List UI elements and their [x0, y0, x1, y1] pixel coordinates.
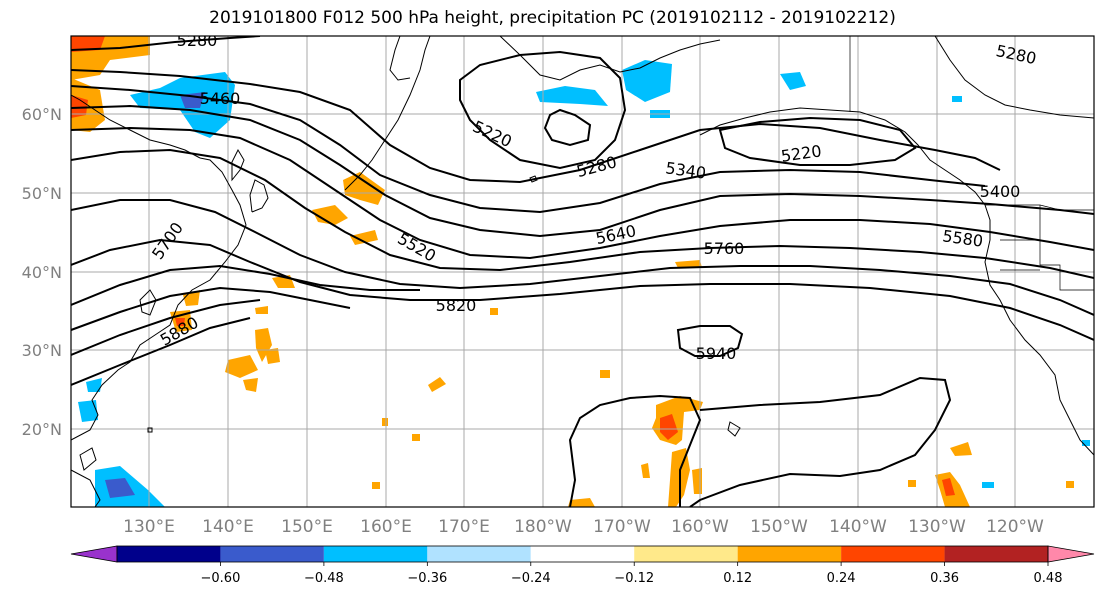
- lon-label: 130°W: [908, 517, 966, 537]
- colorbar-segment: [841, 546, 944, 562]
- lon-label: 130°E: [123, 517, 175, 537]
- lat-label: 30°N: [22, 341, 62, 360]
- latitude-labels: 60°N 50°N 40°N 30°N 20°N: [22, 105, 62, 439]
- colorbar-tick-label: −0.48: [304, 571, 344, 586]
- colorbar-tick-label: −0.12: [614, 571, 654, 586]
- map-figure: 5280 5460 5220 5280 5340 5220 5280 5400 …: [0, 0, 1105, 601]
- colorbar-segment: [324, 546, 427, 562]
- lon-label: 160°W: [671, 517, 729, 537]
- lat-label: 40°N: [22, 263, 62, 282]
- colorbar-tick-label: 0.24: [827, 571, 856, 586]
- lon-label: 120°W: [986, 517, 1044, 537]
- lon-label: 180°W: [514, 517, 572, 537]
- lon-label: 160°E: [360, 517, 412, 537]
- colorbar-tick-label: −0.60: [201, 571, 241, 586]
- colorbar-extend-high: [1048, 546, 1094, 562]
- colorbar: −0.60 −0.48 −0.36 −0.24 −0.12 0.12 0.24 0.36 0.4…: [71, 546, 1105, 586]
- colorbar-segment: [531, 546, 634, 562]
- colorbar-segment: [117, 546, 220, 562]
- colorbar-segment: [634, 546, 737, 562]
- contour-label: 5400: [980, 182, 1021, 201]
- colorbar-tick-label: 0.12: [723, 571, 752, 586]
- colorbar-segment: [220, 546, 323, 562]
- contour-label: 5280: [177, 31, 218, 50]
- colorbar-segment: [945, 546, 1048, 562]
- contour-label: 5820: [436, 296, 477, 315]
- lat-label: 20°N: [22, 420, 62, 439]
- lon-label: 170°E: [438, 517, 490, 537]
- contour-label: 5940: [696, 344, 737, 363]
- colorbar-tick-label: 0.48: [1034, 571, 1063, 586]
- colorbar-segment: [738, 546, 841, 562]
- lon-label: 150°E: [281, 517, 333, 537]
- colorbar-tick-label: −0.24: [511, 571, 551, 586]
- lat-label: 60°N: [22, 105, 62, 124]
- contour-label: 5460: [200, 89, 241, 108]
- contour-label: 5760: [704, 239, 745, 258]
- colorbar-tick-label: 0.36: [930, 571, 959, 586]
- lon-label: 150°W: [750, 517, 808, 537]
- lon-label: 140°W: [829, 517, 887, 537]
- colorbar-extend-low: [71, 546, 117, 562]
- colorbar-segment: [427, 546, 530, 562]
- colorbar-tick-label: −0.36: [407, 571, 447, 586]
- lat-label: 50°N: [22, 184, 62, 203]
- lon-label: 140°E: [202, 517, 254, 537]
- longitude-labels: 130°E 140°E 150°E 160°E 170°E 180°W 170°…: [123, 517, 1044, 537]
- lon-label: 170°W: [593, 517, 651, 537]
